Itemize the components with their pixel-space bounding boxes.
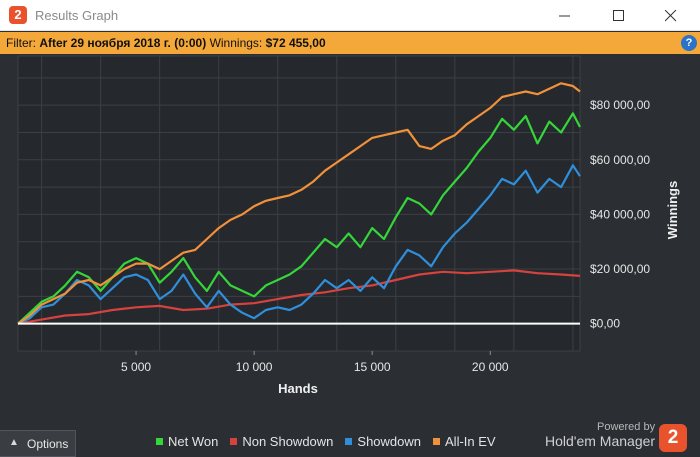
- maximize-icon: [613, 10, 624, 21]
- legend-swatch: [156, 438, 163, 445]
- chevron-up-icon: ▲: [9, 437, 19, 448]
- x-tick-label: 10 000: [236, 360, 273, 374]
- y-tick-label: $60 000,00: [590, 153, 650, 167]
- brand-logo-icon: 2: [659, 424, 687, 452]
- x-tick-label: 5 000: [121, 360, 151, 374]
- filter-label: Filter:: [6, 36, 36, 50]
- chart-ticks: 5 000 10 000 15 000 20 000 $0,00 $20 000,00 $4…: [121, 98, 650, 374]
- options-label: Options: [27, 437, 69, 451]
- legend-swatch: [230, 438, 238, 445]
- legend-label: All-In EV: [445, 434, 496, 449]
- minimize-icon: [559, 15, 570, 17]
- series-line-non-showdown: [17, 269, 581, 325]
- y-tick-label: $20 000,00: [590, 262, 650, 276]
- series-line-showdown: [17, 164, 581, 325]
- x-tick-label: 15 000: [354, 360, 391, 374]
- chart-grid: [18, 56, 580, 352]
- app-logo-icon: 2: [9, 6, 27, 24]
- legend-item-all-in-ev[interactable]: All-In EV: [433, 434, 496, 449]
- y-tick-label: $40 000,00: [590, 207, 650, 221]
- close-button[interactable]: [648, 0, 694, 31]
- winnings-value: $72 455,00: [265, 36, 326, 50]
- series-line-all-in-ev: [17, 82, 581, 325]
- legend-swatch: [433, 438, 441, 445]
- options-button[interactable]: ▲ Options: [0, 430, 76, 457]
- legend-label: Showdown: [357, 434, 422, 449]
- y-tick-label: $80 000,00: [590, 98, 650, 112]
- brand-name: Hold'em Manager: [545, 433, 656, 449]
- filter-bar: Filter: After 29 ноября 2018 г. (0:00) W…: [0, 32, 700, 54]
- legend-label: Non Showdown: [242, 434, 334, 449]
- y-axis-label: Winnings: [665, 181, 680, 239]
- legend-item-showdown[interactable]: Showdown: [345, 434, 421, 449]
- legend-item-non-showdown[interactable]: Non Showdown: [230, 434, 333, 449]
- y-tick-label: $0,00: [590, 317, 620, 331]
- x-tick-label: 20 000: [472, 360, 509, 374]
- filter-summary: Filter: After 29 ноября 2018 г. (0:00) W…: [6, 36, 326, 50]
- powered-by-text: Powered by: [597, 421, 656, 433]
- title-bar: 2 Results Graph: [0, 0, 700, 31]
- maximize-button[interactable]: [596, 0, 642, 31]
- filter-value: After 29 ноября 2018 г. (0:00): [39, 36, 207, 50]
- help-icon[interactable]: ?: [681, 35, 697, 51]
- legend-swatch: [345, 438, 353, 445]
- results-chart: 5 000 10 000 15 000 20 000 $0,00 $20 000,00 $4…: [17, 55, 680, 394]
- window-title: Results Graph: [35, 8, 119, 23]
- close-icon: [665, 10, 677, 22]
- minimize-button[interactable]: [542, 0, 588, 31]
- legend-item-net-won[interactable]: Net Won: [156, 434, 218, 449]
- chart-series: [17, 82, 581, 325]
- chart-legend: Net Won Non Showdown Showdown All-In EV: [156, 433, 508, 449]
- x-axis-label: Hands: [278, 381, 318, 394]
- legend-label: Net Won: [168, 434, 219, 449]
- winnings-label: Winnings:: [209, 36, 263, 50]
